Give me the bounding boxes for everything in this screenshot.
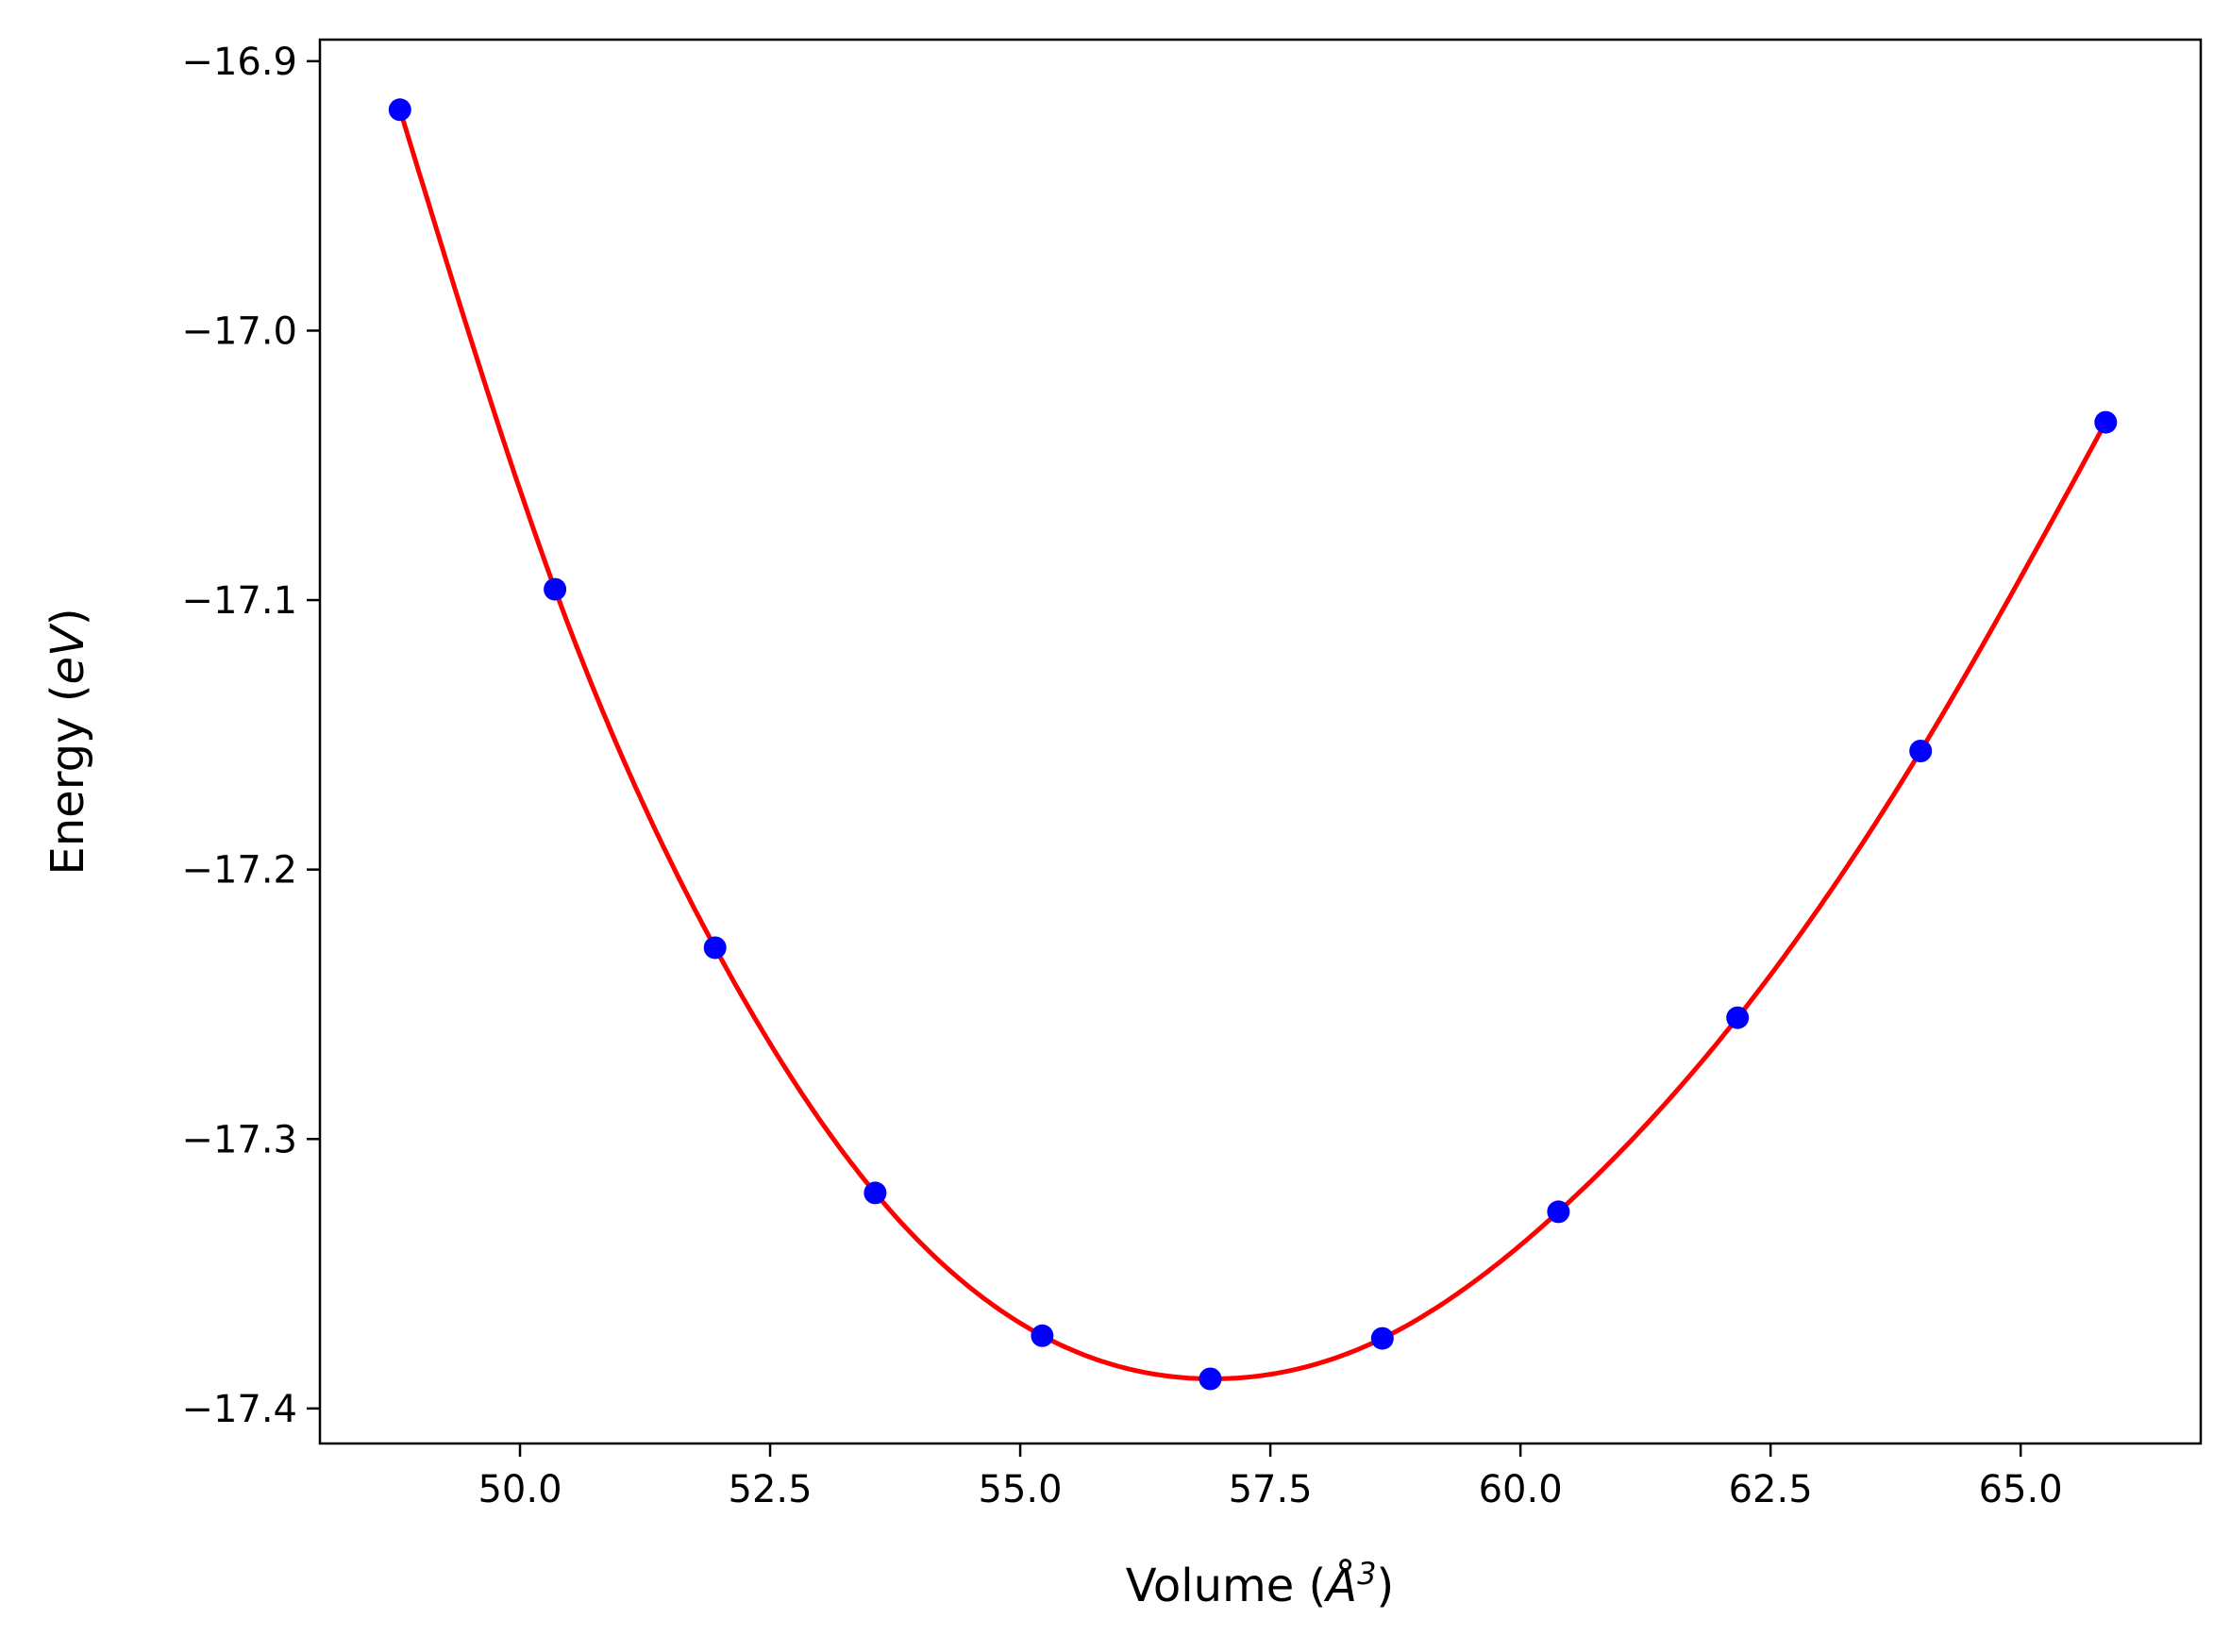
data-point (1909, 740, 1933, 762)
x-tick-label: 65.0 (1979, 1468, 2063, 1511)
x-tick-label: 57.5 (1229, 1468, 1313, 1511)
x-tick-label: 55.0 (979, 1468, 1063, 1511)
data-point (1547, 1200, 1570, 1224)
plot-area (320, 40, 2201, 1443)
x-tick-label: 62.5 (1729, 1468, 1813, 1511)
data-point (1370, 1327, 1394, 1350)
plot-frame (318, 38, 2203, 1445)
y-tick-label: −16.9 (181, 41, 297, 84)
x-tick-label: 60.0 (1479, 1468, 1563, 1511)
y-tick-label: −17.1 (181, 579, 297, 623)
x-tick-label: 50.0 (478, 1468, 562, 1511)
data-point (1726, 1006, 1750, 1029)
data-points-layer (388, 98, 2118, 1391)
y-tick-label: −17.0 (181, 309, 297, 353)
data-point (544, 577, 567, 601)
data-point (1199, 1367, 1222, 1391)
x-tick-label: 52.5 (729, 1468, 813, 1511)
data-point (2094, 410, 2118, 434)
y-axis-label: Energy (eV) (42, 608, 94, 875)
y-tick-label: −17.2 (181, 849, 297, 893)
x-axis-label: Volume (Å3) (1126, 1556, 1394, 1612)
data-point (863, 1181, 887, 1205)
y-tick-label: −17.4 (181, 1388, 297, 1431)
y-axis-ticks: −16.9 −17.0 −17.1 −17.2 −17.3 −17.4 (181, 41, 320, 1431)
data-point (388, 98, 411, 122)
y-tick-label: −17.3 (181, 1118, 297, 1161)
data-point (703, 936, 727, 959)
data-point (1031, 1324, 1054, 1347)
x-axis-ticks: 50.0 52.5 55.0 57.5 60.0 62.5 65.0 (478, 1443, 2063, 1511)
